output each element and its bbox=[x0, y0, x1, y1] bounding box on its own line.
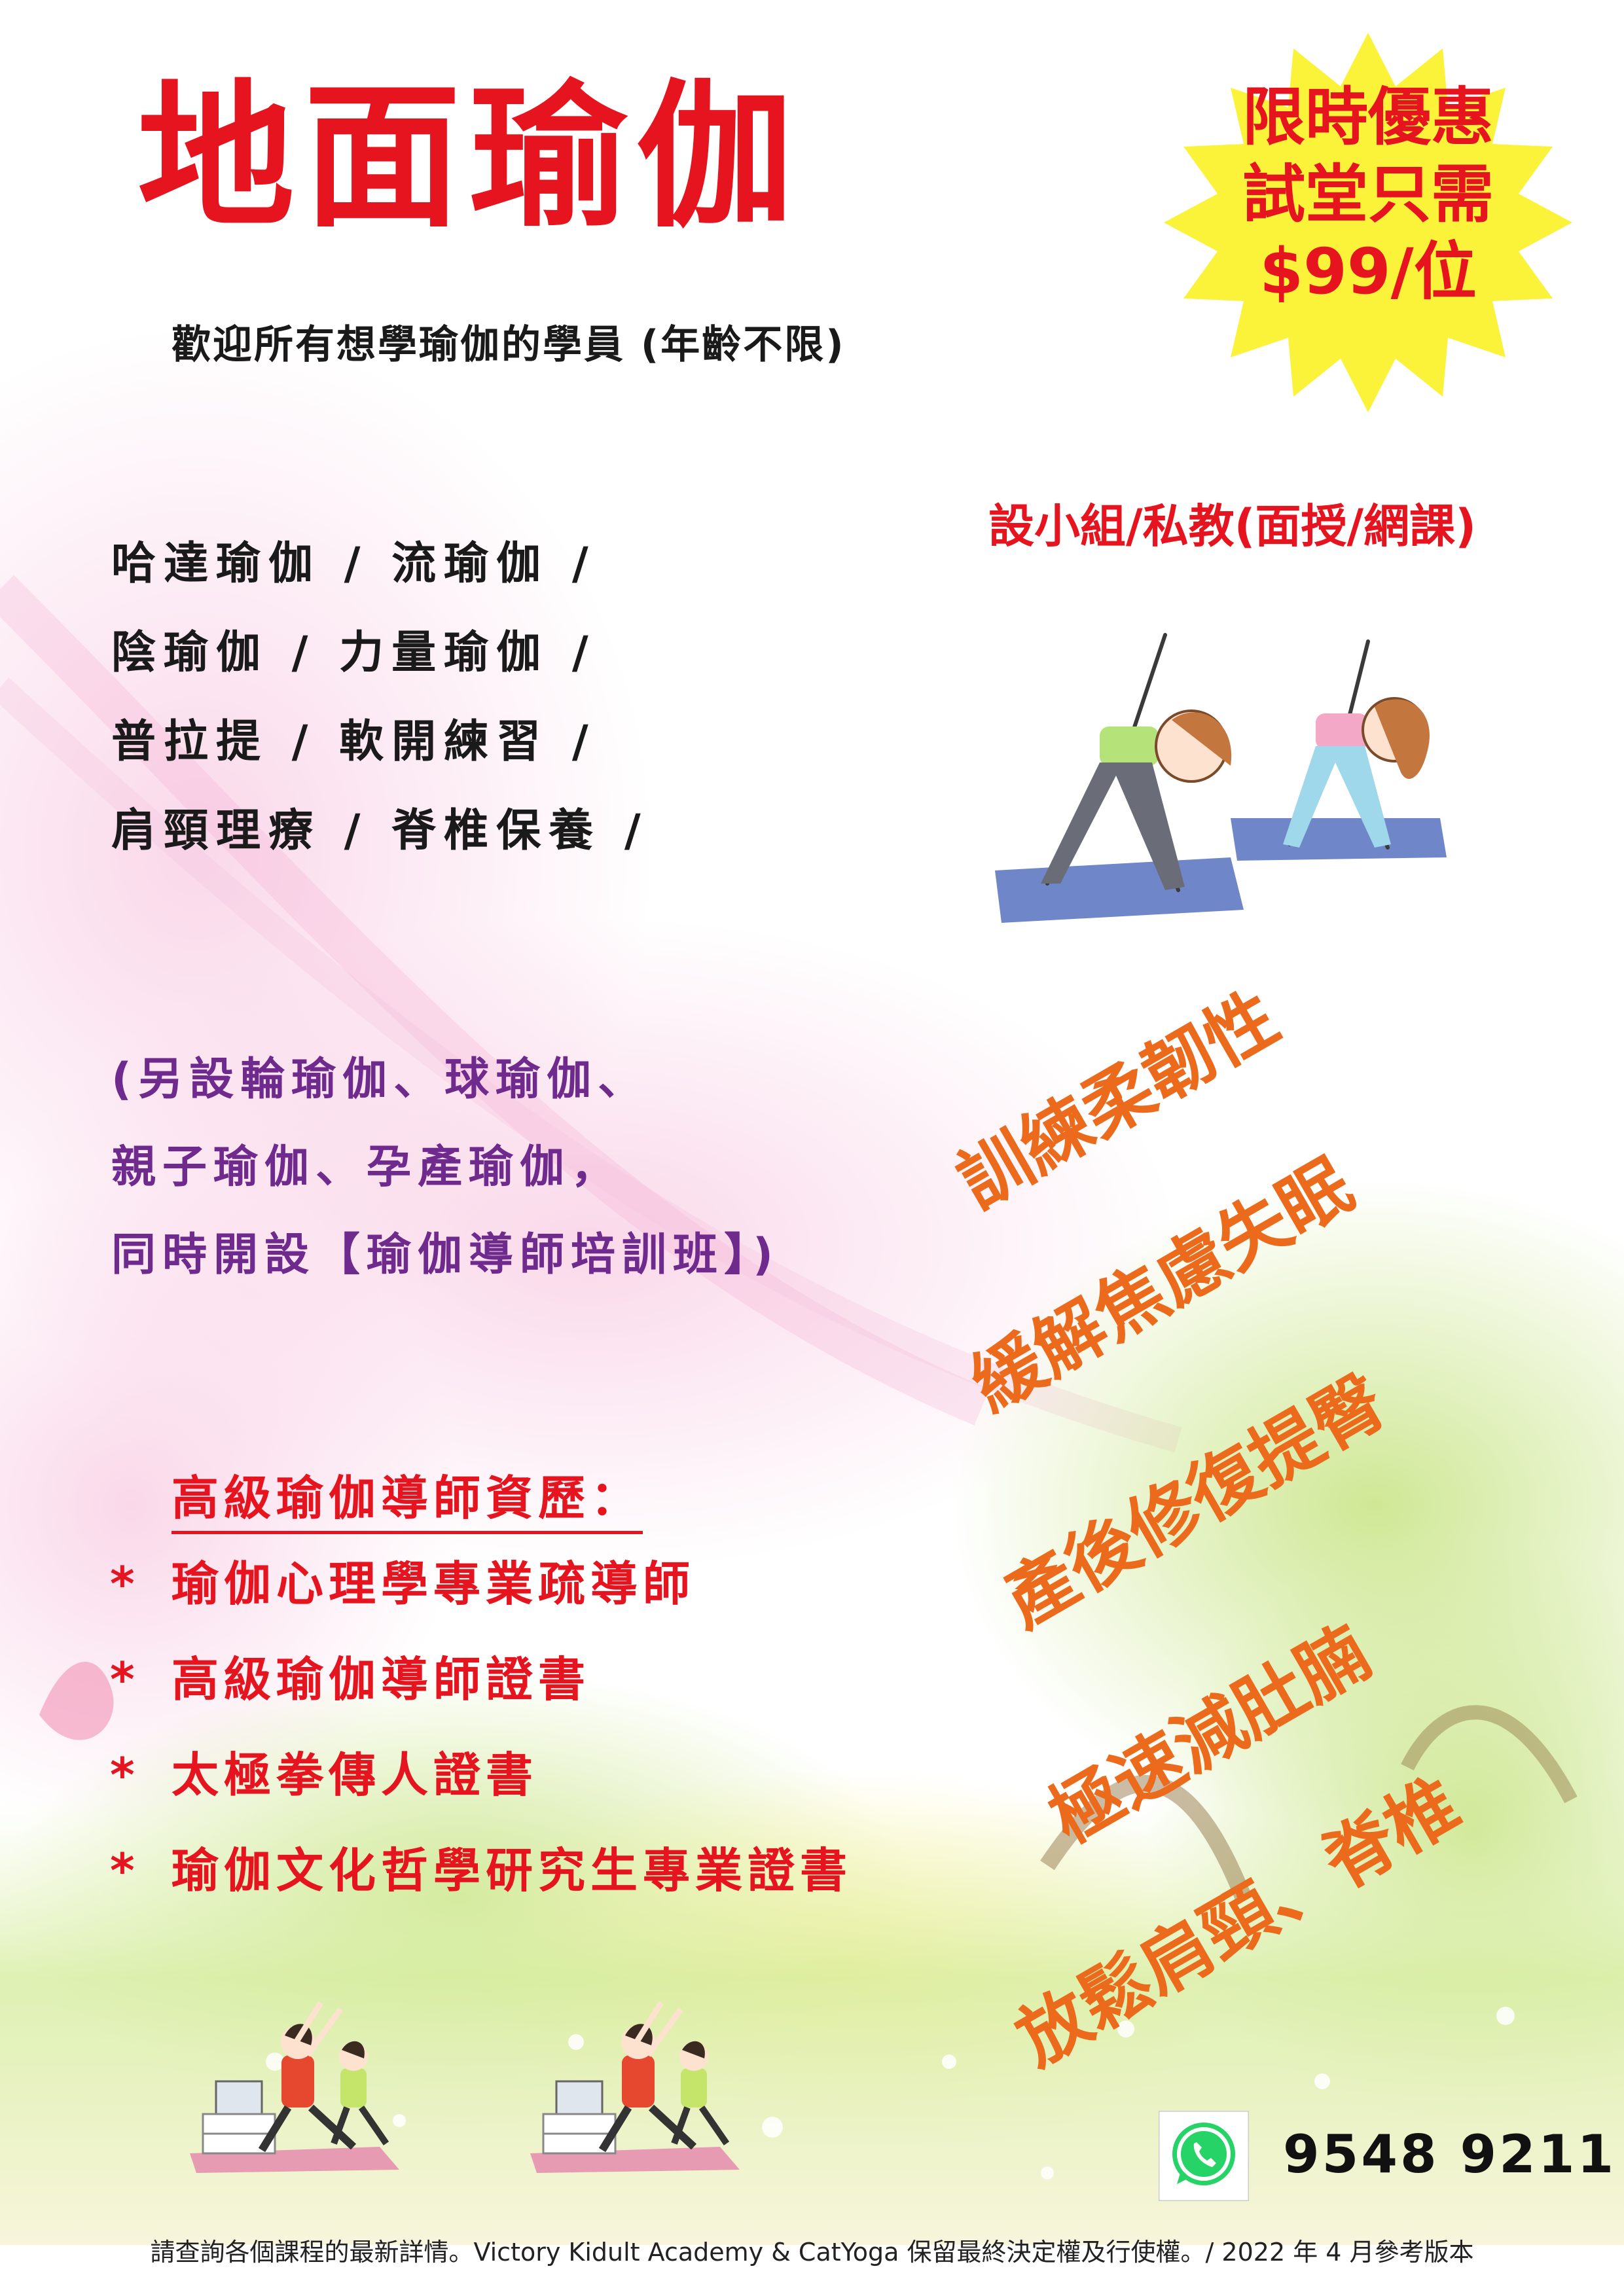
qualification-text: 瑜伽文化哲學研究生專業證書 bbox=[171, 1843, 853, 1898]
qualification-item: * 高級瑜伽導師證書 bbox=[110, 1647, 852, 1742]
qualification-text: 高級瑜伽導師證書 bbox=[171, 1652, 591, 1707]
bullet: * bbox=[110, 1652, 140, 1707]
course-line: 肩頸理療 / 脊椎保養 / bbox=[111, 805, 649, 857]
page-subtitle: 歡迎所有想學瑜伽的學員 (年齡不限) bbox=[171, 322, 846, 368]
extra-courses: (另設輪瑜伽、球瑜伽、 親子瑜伽、孕產瑜伽， 同時開設【瑜伽導師培訓班】) bbox=[111, 1047, 780, 1310]
page-title: 地面瑜伽 bbox=[137, 65, 803, 249]
whatsapp-icon[interactable] bbox=[1159, 2111, 1249, 2201]
promo-starburst bbox=[1164, 33, 1572, 412]
online-yoga-scene-illustration bbox=[190, 2001, 399, 2173]
qualification-item: * 太極拳傳人證書 bbox=[110, 1742, 852, 1838]
bullet: * bbox=[110, 1748, 140, 1803]
bullet: * bbox=[110, 1843, 140, 1898]
phone-number[interactable]: 9548 9211 bbox=[1283, 2124, 1617, 2185]
promo-line-1: 限時優惠 bbox=[1242, 81, 1494, 154]
promo-line-2: 試堂只需 bbox=[1242, 158, 1494, 231]
qualification-text: 瑜伽心理學專業疏導師 bbox=[171, 1556, 696, 1611]
course-line: 陰瑜伽 / 力量瑜伽 / bbox=[111, 627, 596, 679]
extra-course-line: (另設輪瑜伽、球瑜伽、 bbox=[111, 1054, 649, 1105]
extra-course-line: 親子瑜伽、孕產瑜伽， bbox=[111, 1141, 623, 1193]
bullet: * bbox=[110, 1556, 140, 1611]
qualifications-list: * 瑜伽心理學專業疏導師 * 高級瑜伽導師證書 * 太極拳傳人證書 * 瑜伽文化哲學研究… bbox=[110, 1551, 852, 1933]
promo-text: 限時優惠 試堂只需 $99/位 bbox=[1152, 79, 1584, 310]
course-line: 普拉提 / 軟開練習 / bbox=[111, 716, 596, 768]
class-format-note: 設小組/私教(面授/網課) bbox=[988, 499, 1477, 553]
yoga-illustration bbox=[995, 633, 1447, 923]
online-yoga-scene-illustration bbox=[530, 2001, 740, 2173]
footer-disclaimer: 請查詢各個課程的最新詳情。Victory Kidult Academy & Ca… bbox=[150, 2238, 1474, 2267]
course-list: 哈達瑜伽 / 流瑜伽 / 陰瑜伽 / 力量瑜伽 / 普拉提 / 軟開練習 / 肩… bbox=[111, 531, 649, 888]
qualification-text: 太極拳傳人證書 bbox=[171, 1748, 539, 1803]
promo-price: $99/位 bbox=[1259, 235, 1477, 308]
qualification-item: * 瑜伽文化哲學研究生專業證書 bbox=[110, 1838, 852, 1933]
qualifications-heading: 高級瑜伽導師資歷： bbox=[171, 1460, 643, 1534]
extra-course-line: 同時開設【瑜伽導師培訓班】) bbox=[111, 1229, 780, 1281]
course-line: 哈達瑜伽 / 流瑜伽 / bbox=[111, 538, 596, 590]
qualification-item: * 瑜伽心理學專業疏導師 bbox=[110, 1551, 852, 1647]
